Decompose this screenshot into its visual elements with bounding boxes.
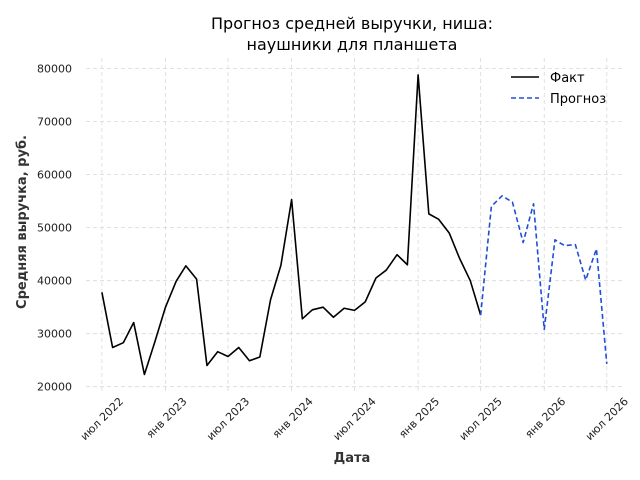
series-line-fact	[101, 74, 482, 376]
y-tick-label: 70000	[37, 116, 72, 129]
y-tick-label: 40000	[37, 275, 72, 288]
y-axis-title: Средняя выручка, руб.	[15, 135, 30, 309]
y-tick-label: 60000	[37, 169, 72, 182]
x-tick-label: июл 2025	[457, 395, 505, 443]
y-tick-label: 20000	[37, 381, 72, 394]
y-axis-ticks: 20000 30000 40000 50000 60000 70000 80000	[37, 63, 72, 394]
x-axis-ticks: июл 2022 янв 2023 июл 2023 янв 2024 июл 2024…	[78, 395, 631, 443]
x-tick-label: янв 2025	[396, 395, 442, 441]
x-tick-label: июл 2024	[331, 395, 379, 443]
grid	[86, 58, 622, 392]
x-tick-label: янв 2026	[523, 395, 569, 441]
x-tick-label: июл 2022	[78, 395, 126, 443]
legend-label-fact: Факт	[550, 71, 585, 86]
legend: Факт Прогноз	[511, 71, 606, 107]
y-tick-label: 80000	[37, 63, 72, 76]
chart-title-line-1: Прогноз средней выручки, ниша:	[211, 14, 493, 33]
x-tick-label: июл 2023	[204, 395, 252, 443]
x-axis-title: Дата	[334, 451, 371, 466]
y-tick-label: 50000	[37, 222, 72, 235]
x-tick-label: июл 2026	[583, 395, 631, 443]
x-tick-label: янв 2023	[144, 395, 190, 441]
y-tick-label: 30000	[37, 328, 72, 341]
series-lines	[101, 74, 608, 376]
chart-title-line-2: наушники для планшета	[247, 35, 458, 54]
series-line-forecast	[479, 195, 608, 364]
x-tick-label: янв 2024	[270, 395, 316, 441]
legend-label-forecast: Прогноз	[550, 92, 606, 107]
